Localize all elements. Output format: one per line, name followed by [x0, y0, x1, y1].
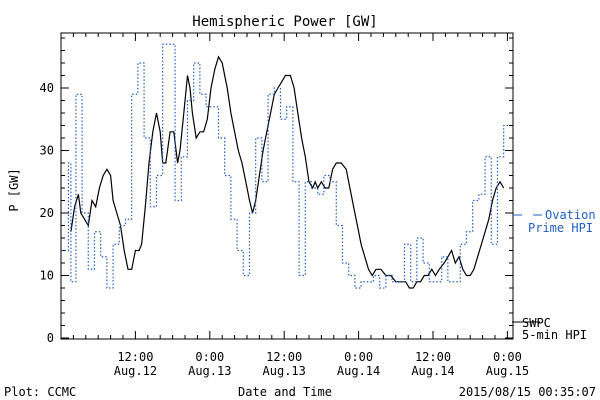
legend-label-swpc-line1: SWPC [522, 316, 551, 330]
x-tick-label-time: 12:00 [415, 350, 451, 364]
plot-frame [60, 32, 514, 340]
x-tick-label-time: 0:00 [195, 350, 224, 364]
axes-group: 01020304012:00Aug.120:00Aug.1312:00Aug.1… [40, 32, 529, 378]
series-swpc-5min-hpi [70, 55, 505, 289]
y-tick-label: 0 [47, 331, 54, 345]
plot-credit: Plot: CCMC [4, 385, 76, 399]
legend-label-ovation-line1: Ovation [545, 208, 596, 222]
series-layer [61, 43, 510, 289]
x-tick-label-date: Aug.14 [411, 364, 454, 378]
legend-label-swpc-line2: 5-min HPI [522, 328, 587, 342]
y-tick-label: 10 [40, 269, 54, 283]
y-tick-label: 40 [40, 81, 54, 95]
x-tick-label-date: Aug.12 [114, 364, 157, 378]
x-tick-label-time: 0:00 [493, 350, 522, 364]
x-tick-label-date: Aug.14 [337, 364, 380, 378]
chart-title: Hemispheric Power [GW] [192, 14, 377, 30]
x-tick-label-date: Aug.13 [263, 364, 306, 378]
x-tick-label-time: 12:00 [117, 350, 153, 364]
y-tick-label: 20 [40, 206, 54, 220]
y-axis-label: P [GW] [7, 168, 21, 211]
x-tick-label-date: Aug.13 [188, 364, 231, 378]
x-axis-label: Date and Time [238, 385, 332, 399]
series-ovation-prime-hpi [61, 43, 510, 289]
x-tick-label-time: 0:00 [344, 350, 373, 364]
y-tick-label: 30 [40, 144, 54, 158]
legend-label-ovation-line2: Prime HPI [528, 221, 593, 235]
x-tick-label-time: 12:00 [266, 350, 302, 364]
x-tick-label-date: Aug.15 [486, 364, 529, 378]
legend: SWPC 5-min HPI Ovation Prime HPI [512, 208, 596, 342]
plot-timestamp: 2015/08/15 00:35:07 [459, 385, 596, 399]
